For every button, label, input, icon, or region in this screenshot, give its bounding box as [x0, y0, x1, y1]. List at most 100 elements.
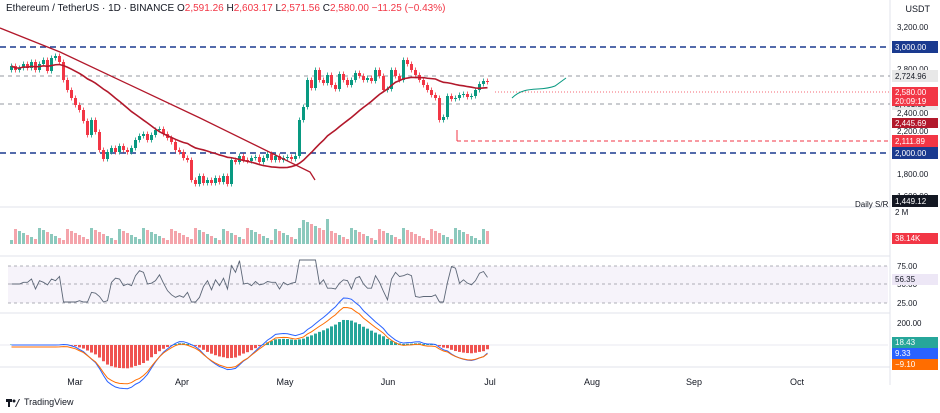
macd-histogram-bar	[354, 322, 357, 345]
candle-body	[310, 80, 313, 88]
macd-histogram-bar	[166, 345, 169, 348]
candle-body	[74, 98, 77, 105]
volume-bar	[106, 236, 109, 244]
x-tick-label: Mar	[67, 377, 83, 387]
candle-body	[102, 150, 105, 159]
candle-body	[10, 66, 13, 70]
volume-bar	[478, 240, 481, 244]
volume-bar	[286, 235, 289, 244]
candle-body	[322, 80, 325, 83]
candle-body	[190, 160, 193, 180]
candle-body	[134, 140, 137, 148]
volume-bar	[290, 237, 293, 244]
macd-histogram-bar	[110, 345, 113, 367]
macd-histogram-bar	[154, 345, 157, 355]
macd-histogram-bar	[246, 345, 249, 353]
price-tick-label: 1,800.00	[897, 170, 929, 179]
rsi-tick-label: 25.00	[897, 299, 918, 308]
macd-histogram-bar	[262, 344, 265, 345]
macd-histogram-bar	[394, 342, 397, 345]
macd-histogram-bar	[474, 345, 477, 353]
macd-histogram-bar	[214, 345, 217, 356]
volume-bar	[410, 232, 413, 244]
macd-histogram-bar	[82, 345, 85, 349]
volume-bar	[202, 232, 205, 244]
volume-bar	[238, 237, 241, 244]
volume-bar	[206, 234, 209, 244]
tradingview-icon	[6, 398, 20, 407]
high-value: 2,603.17	[233, 3, 273, 14]
volume-bar	[86, 239, 89, 244]
macd-histogram-bar	[342, 319, 345, 345]
volume-bar	[374, 240, 377, 244]
volume-bar	[190, 239, 193, 244]
macd-histogram-bar	[90, 345, 93, 353]
macd-histogram-bar	[338, 322, 341, 345]
candle-body	[274, 156, 277, 160]
candle-body	[394, 70, 397, 76]
level-label-bg	[892, 195, 938, 207]
candle-body	[142, 134, 145, 136]
volume-bar	[134, 237, 137, 244]
candle-body	[138, 136, 141, 140]
candle-body	[458, 95, 461, 98]
volume-bar	[306, 222, 309, 244]
volume-bar	[330, 231, 333, 244]
level-label: 2,724.96	[895, 72, 927, 81]
candle-body	[326, 75, 329, 83]
macd-value-bg	[892, 359, 938, 370]
x-tick-label: Aug	[584, 377, 600, 387]
macd-histogram-bar	[310, 335, 313, 345]
candle-body	[354, 73, 357, 80]
volume-bar	[82, 237, 85, 244]
volume-bar	[354, 230, 357, 244]
candle-body	[270, 154, 273, 160]
tradingview-logo[interactable]: TradingView	[6, 397, 74, 407]
volume-bar	[486, 231, 489, 244]
volume-bar	[250, 230, 253, 244]
macd-histogram-bar	[158, 345, 161, 352]
volume-bar	[326, 219, 329, 244]
candle-body	[438, 98, 441, 120]
candle-body	[170, 138, 173, 142]
volume-bar	[414, 234, 417, 244]
candle-body	[462, 94, 465, 95]
macd-histogram-bar	[86, 345, 89, 351]
volume-bar	[18, 231, 21, 244]
volume-bar	[146, 230, 149, 244]
macd-histogram-bar	[322, 330, 325, 345]
volume-bar	[246, 228, 249, 244]
candle-body	[114, 148, 117, 152]
candle-body	[70, 90, 73, 98]
level-label: 1,449.12	[895, 197, 927, 206]
macd-histogram-bar	[470, 345, 473, 354]
volume-bar	[362, 234, 365, 244]
level-label-bg	[892, 70, 938, 82]
volume-bar	[318, 228, 321, 244]
volume-bar	[62, 240, 65, 244]
macd-histogram-bar	[274, 339, 277, 345]
candle-body	[242, 156, 245, 160]
macd-histogram-bar	[234, 345, 237, 358]
candle-body	[186, 158, 189, 160]
x-tick-label: May	[276, 377, 294, 387]
macd-histogram-bar	[422, 344, 425, 345]
macd-histogram-bar	[114, 345, 117, 368]
price-tick-label: 3,200.00	[897, 23, 929, 32]
macd-histogram-bar	[382, 336, 385, 345]
candle-body	[90, 120, 93, 135]
volume-bar	[390, 235, 393, 244]
macd-histogram-bar	[326, 328, 329, 345]
macd-histogram-bar	[270, 341, 273, 345]
volume-bar	[58, 238, 61, 244]
candle-body	[118, 146, 121, 152]
change-value: −11.25 (−0.43%)	[371, 3, 446, 14]
macd-histogram-bar	[278, 339, 281, 345]
candle-body	[430, 90, 433, 95]
candle-body	[54, 56, 57, 58]
volume-bar	[78, 235, 81, 244]
volume-bar	[310, 224, 313, 244]
level-label: 3,000.00	[895, 43, 927, 52]
macd-histogram-bar	[378, 334, 381, 345]
candle-body	[42, 60, 45, 64]
